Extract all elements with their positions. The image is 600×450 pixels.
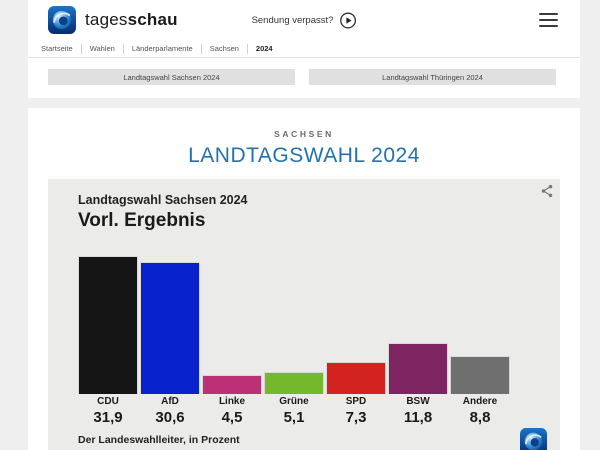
tagesschau-home-link[interactable]: tagesschau [47, 6, 178, 34]
sendung-verpasst-label: Sendung verpasst? [251, 14, 334, 26]
site-header: tagesschau Sendung verpasst? Startseite … [28, 0, 580, 98]
breadcrumb-laenderparlamente[interactable]: Länderparlamente [124, 43, 202, 54]
brand-wordmark-bold: schau [127, 10, 178, 29]
breadcrumb-sachsen[interactable]: Sachsen [202, 43, 248, 54]
chart-subtitle: Vorl. Ergebnis [78, 210, 206, 231]
party-name: Andere [462, 396, 498, 407]
bars-row [78, 256, 510, 394]
labels-row: CDU 31,9 AfD 30,6 Linke 4,5 Grüne 5,1 SPD 7,3 BSW 1… [78, 396, 510, 426]
bar-label-linke: Linke 4,5 [202, 396, 262, 426]
results-chart-panel: Landtagswahl Sachsen 2024 Vorl. Ergebnis… [48, 179, 560, 450]
party-name: CDU [97, 396, 119, 407]
bar-linke [202, 374, 262, 394]
bar-afd [140, 261, 200, 394]
play-icon[interactable] [339, 12, 356, 29]
main-content: SACHSEN LANDTAGSWAHL 2024 Landtagswahl S… [28, 108, 580, 450]
election-nav-buttons: Landtagswahl Sachsen 2024 Landtagswahl T… [28, 58, 580, 98]
brand-wordmark: tagesschau [85, 10, 178, 29]
party-name: Grüne [279, 396, 309, 407]
chart-title: Landtagswahl Sachsen 2024 [78, 193, 248, 207]
party-value: 4,5 [221, 409, 243, 426]
breadcrumb-wahlen[interactable]: Wahlen [82, 43, 124, 54]
party-value: 31,9 [93, 409, 123, 426]
menu-icon[interactable] [539, 13, 558, 27]
party-value: 30,6 [155, 409, 185, 426]
bar-label-andere: Andere 8,8 [450, 396, 510, 426]
breadcrumb-2024[interactable]: 2024 [255, 43, 273, 53]
party-value: 11,8 [403, 409, 433, 426]
header-top-row: tagesschau Sendung verpasst? [28, 0, 580, 40]
tagesschau-globe-icon [48, 6, 76, 34]
bar-label-spd: SPD 7,3 [326, 396, 386, 426]
page-kicker: SACHSEN [274, 129, 334, 139]
bar-cdu [78, 256, 138, 394]
bar-label-bsw: BSW 11,8 [388, 396, 448, 426]
bar-grüne [264, 371, 324, 394]
bar-label-afd: AfD 30,6 [140, 396, 200, 426]
button-landtagswahl-thueringen[interactable]: Landtagswahl Thüringen 2024 [309, 69, 556, 85]
tagesschau-watermark-icon [520, 428, 547, 450]
bar-andere [450, 355, 510, 394]
party-value: 7,3 [345, 409, 367, 426]
sendung-verpasst-link[interactable]: Sendung verpasst? [252, 12, 357, 29]
bar-spd [326, 362, 386, 394]
breadcrumb-startseite[interactable]: Startseite [33, 43, 82, 54]
bar-label-grüne: Grüne 5,1 [264, 396, 324, 426]
share-icon[interactable] [540, 184, 554, 198]
page-title: LANDTAGSWAHL 2024 [188, 144, 420, 167]
chart-source: Der Landeswahlleiter, in Prozent [78, 434, 240, 446]
party-value: 5,1 [283, 409, 305, 426]
party-name: Linke [218, 396, 246, 407]
button-landtagswahl-sachsen[interactable]: Landtagswahl Sachsen 2024 [48, 69, 295, 85]
bar-label-cdu: CDU 31,9 [78, 396, 138, 426]
party-name: AfD [161, 396, 179, 407]
party-name: SPD [345, 396, 367, 407]
party-name: BSW [406, 396, 430, 407]
party-value: 8,8 [469, 409, 491, 426]
breadcrumb: Startseite Wahlen Länderparlamente Sachs… [28, 40, 580, 58]
bar-bsw [388, 343, 448, 394]
content-area: tagesschau Sendung verpasst? Startseite … [28, 0, 580, 450]
